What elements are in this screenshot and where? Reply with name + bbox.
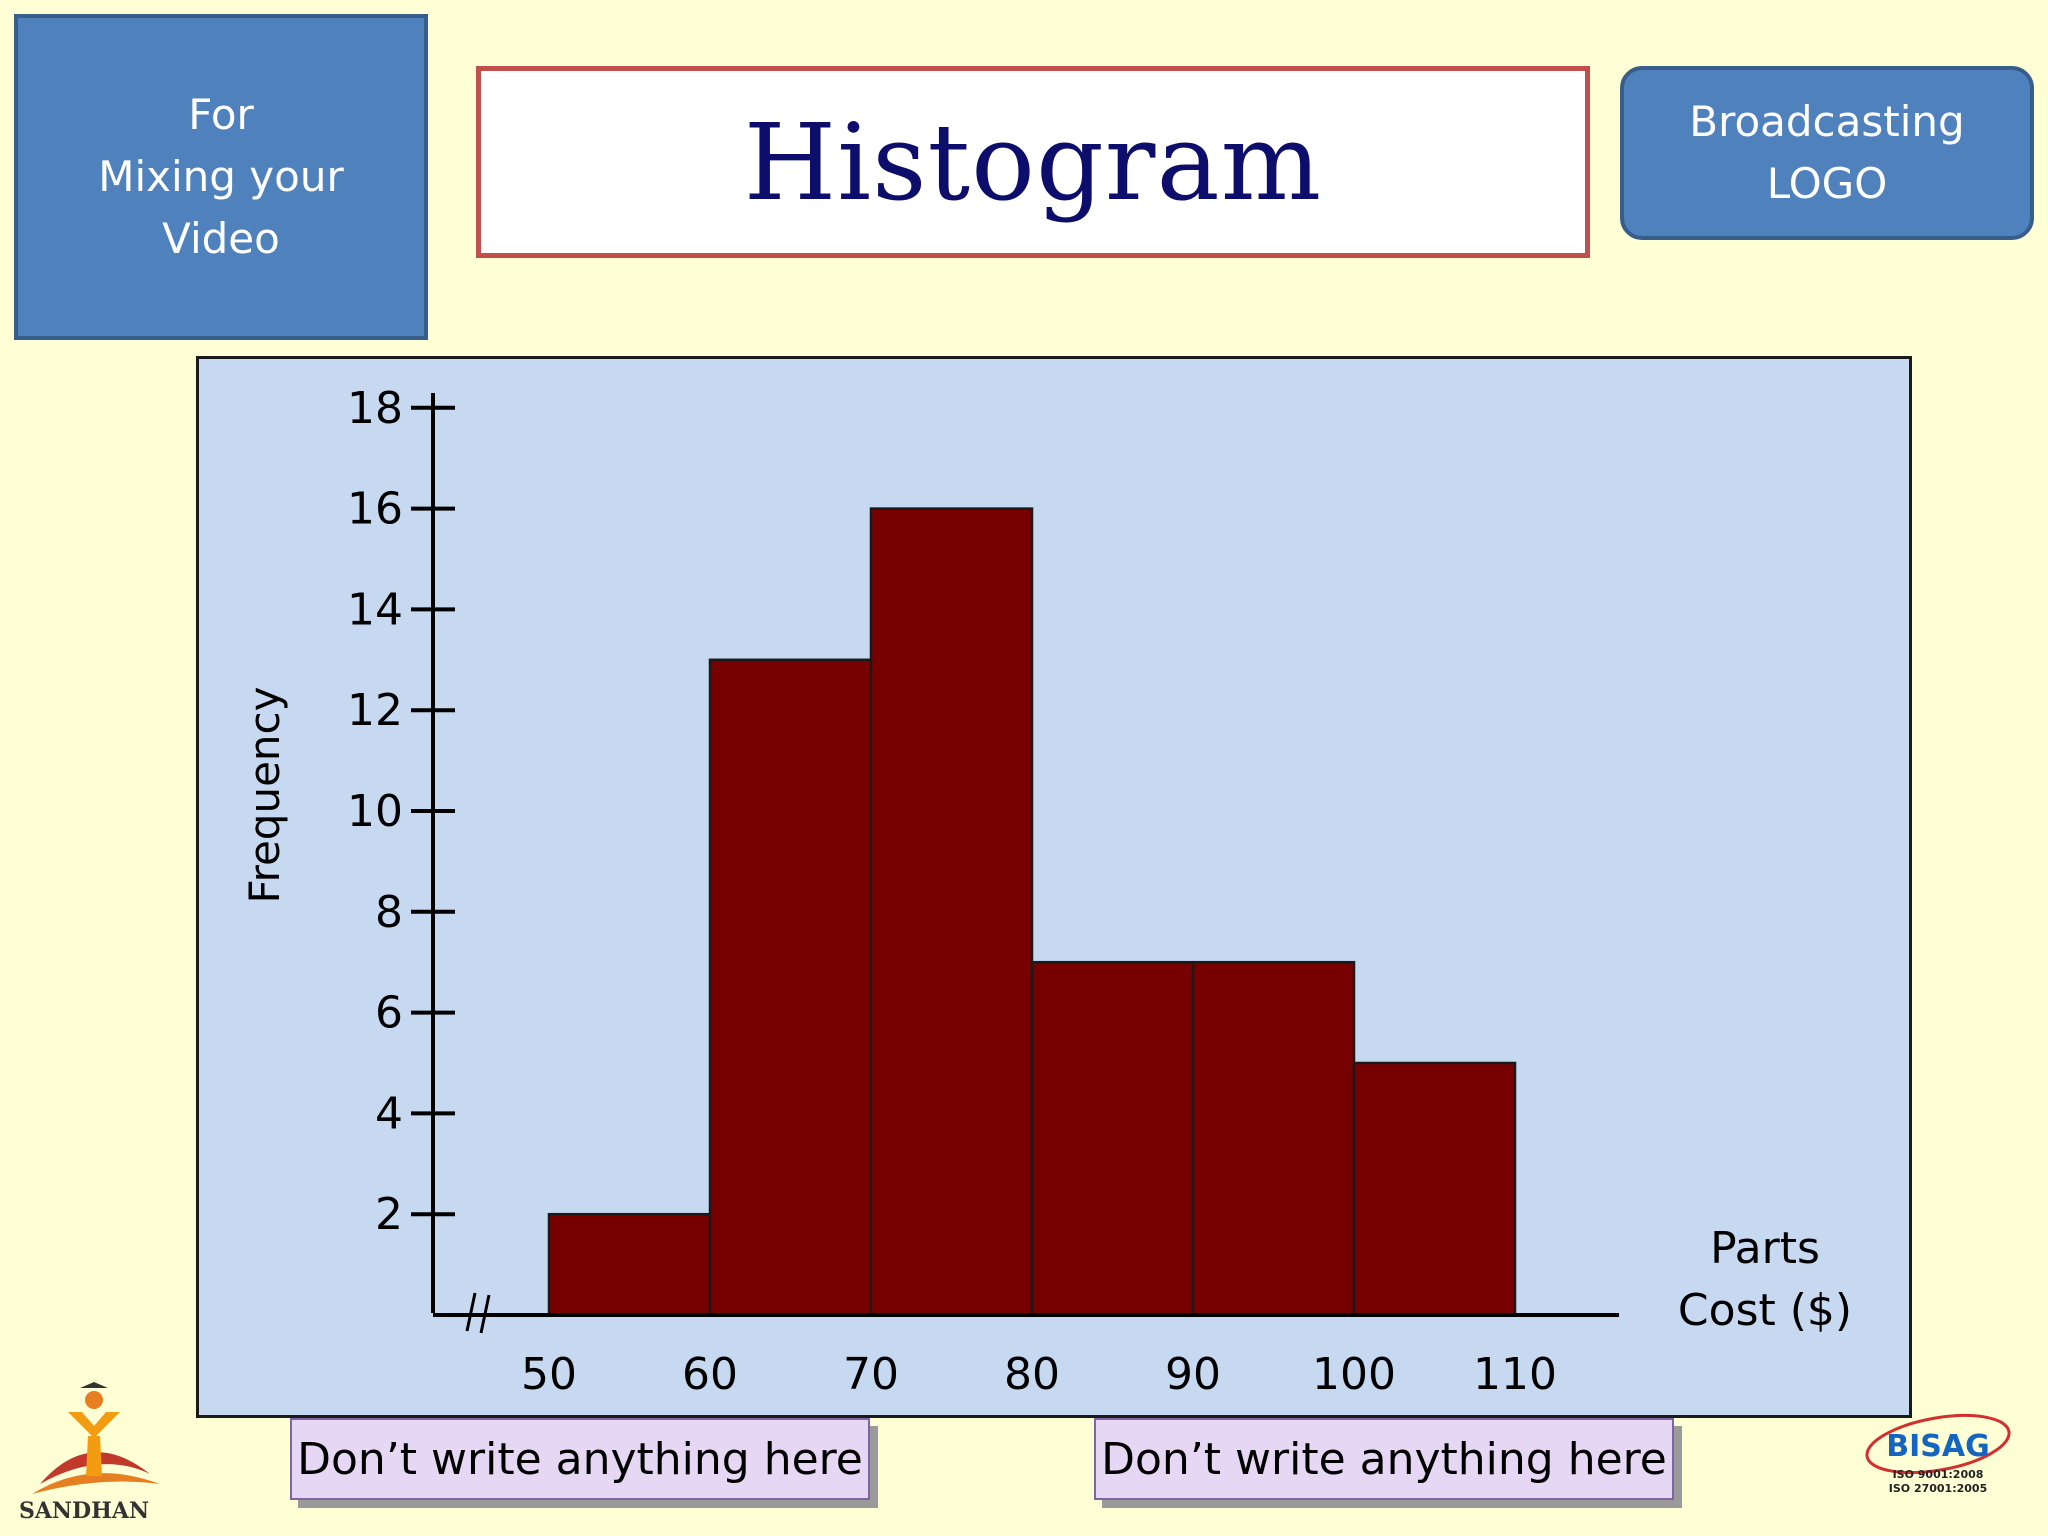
- histogram-bar-6: [1352, 1061, 1517, 1317]
- title-box: Histogram: [476, 66, 1590, 258]
- bisag-logo-text: BISAG: [1886, 1429, 1989, 1464]
- x-tick-label-70: 70: [843, 1349, 899, 1400]
- left-box-line-2: Mixing your: [98, 152, 344, 201]
- y-tick-label-8: 8: [375, 887, 403, 938]
- x-tick-label-90: 90: [1165, 1349, 1221, 1400]
- x-tick-label-110: 110: [1473, 1349, 1557, 1400]
- x-axis-label-line-1: Parts: [1710, 1223, 1820, 1274]
- left-box-line-3: Video: [162, 214, 280, 263]
- left-box-line-1: For: [188, 90, 254, 139]
- video-mixing-placeholder: For Mixing your Video: [14, 14, 428, 340]
- histogram-bar-4: [1030, 960, 1195, 1317]
- bisag-logo: BISAG ISO 9001:2008 ISO 27001:2005: [1865, 1414, 2011, 1495]
- note-box-left: Don’t write anything here: [290, 1418, 870, 1500]
- axis-break-mark: [465, 1292, 491, 1334]
- y-tick-label-18: 18: [347, 383, 403, 434]
- x-tick-label-100: 100: [1312, 1349, 1396, 1400]
- histogram-bar-3: [869, 507, 1034, 1317]
- histogram-bar-2: [708, 658, 873, 1317]
- right-box-line-2: LOGO: [1766, 159, 1888, 208]
- broadcasting-logo-placeholder: Broadcasting LOGO: [1620, 66, 2034, 240]
- x-tick-label-60: 60: [682, 1349, 738, 1400]
- x-axis-label-line-2: Cost ($): [1678, 1285, 1852, 1336]
- sandhan-logo-text: SANDHAN: [19, 1498, 149, 1524]
- chart-panel: 2 4 6 8 10 12 14 16 18 50 60 70 80 90 100 110 Frequency P…: [196, 356, 1912, 1418]
- histogram-chart: 2 4 6 8 10 12 14 16 18 50 60 70 80 90 100 110 Frequency P…: [240, 383, 1852, 1400]
- x-tick-label-80: 80: [1004, 1349, 1060, 1400]
- note-text-left: Don’t write anything here: [297, 1433, 863, 1485]
- note-box-right: Don’t write anything here: [1094, 1418, 1674, 1500]
- page-title: Histogram: [743, 100, 1323, 224]
- sandhan-logo: SANDHAN: [19, 1382, 160, 1524]
- y-tick-label-14: 14: [347, 584, 403, 635]
- y-tick-label-16: 16: [347, 484, 403, 535]
- y-tick-label-2: 2: [375, 1189, 403, 1240]
- note-text-right: Don’t write anything here: [1101, 1433, 1667, 1485]
- y-tick-label-10: 10: [347, 786, 403, 837]
- x-tick-label-50: 50: [521, 1349, 577, 1400]
- y-axis-label: Frequency: [240, 687, 289, 904]
- y-tick-label-6: 6: [375, 988, 403, 1039]
- y-tick-label-12: 12: [347, 685, 403, 736]
- histogram-bar-1: [547, 1212, 712, 1317]
- histogram-bar-5: [1191, 960, 1356, 1317]
- y-tick-label-4: 4: [375, 1088, 403, 1139]
- bisag-iso-1: ISO 9001:2008: [1893, 1468, 1984, 1481]
- right-box-line-1: Broadcasting: [1689, 97, 1965, 146]
- bisag-iso-2: ISO 27001:2005: [1889, 1482, 1987, 1495]
